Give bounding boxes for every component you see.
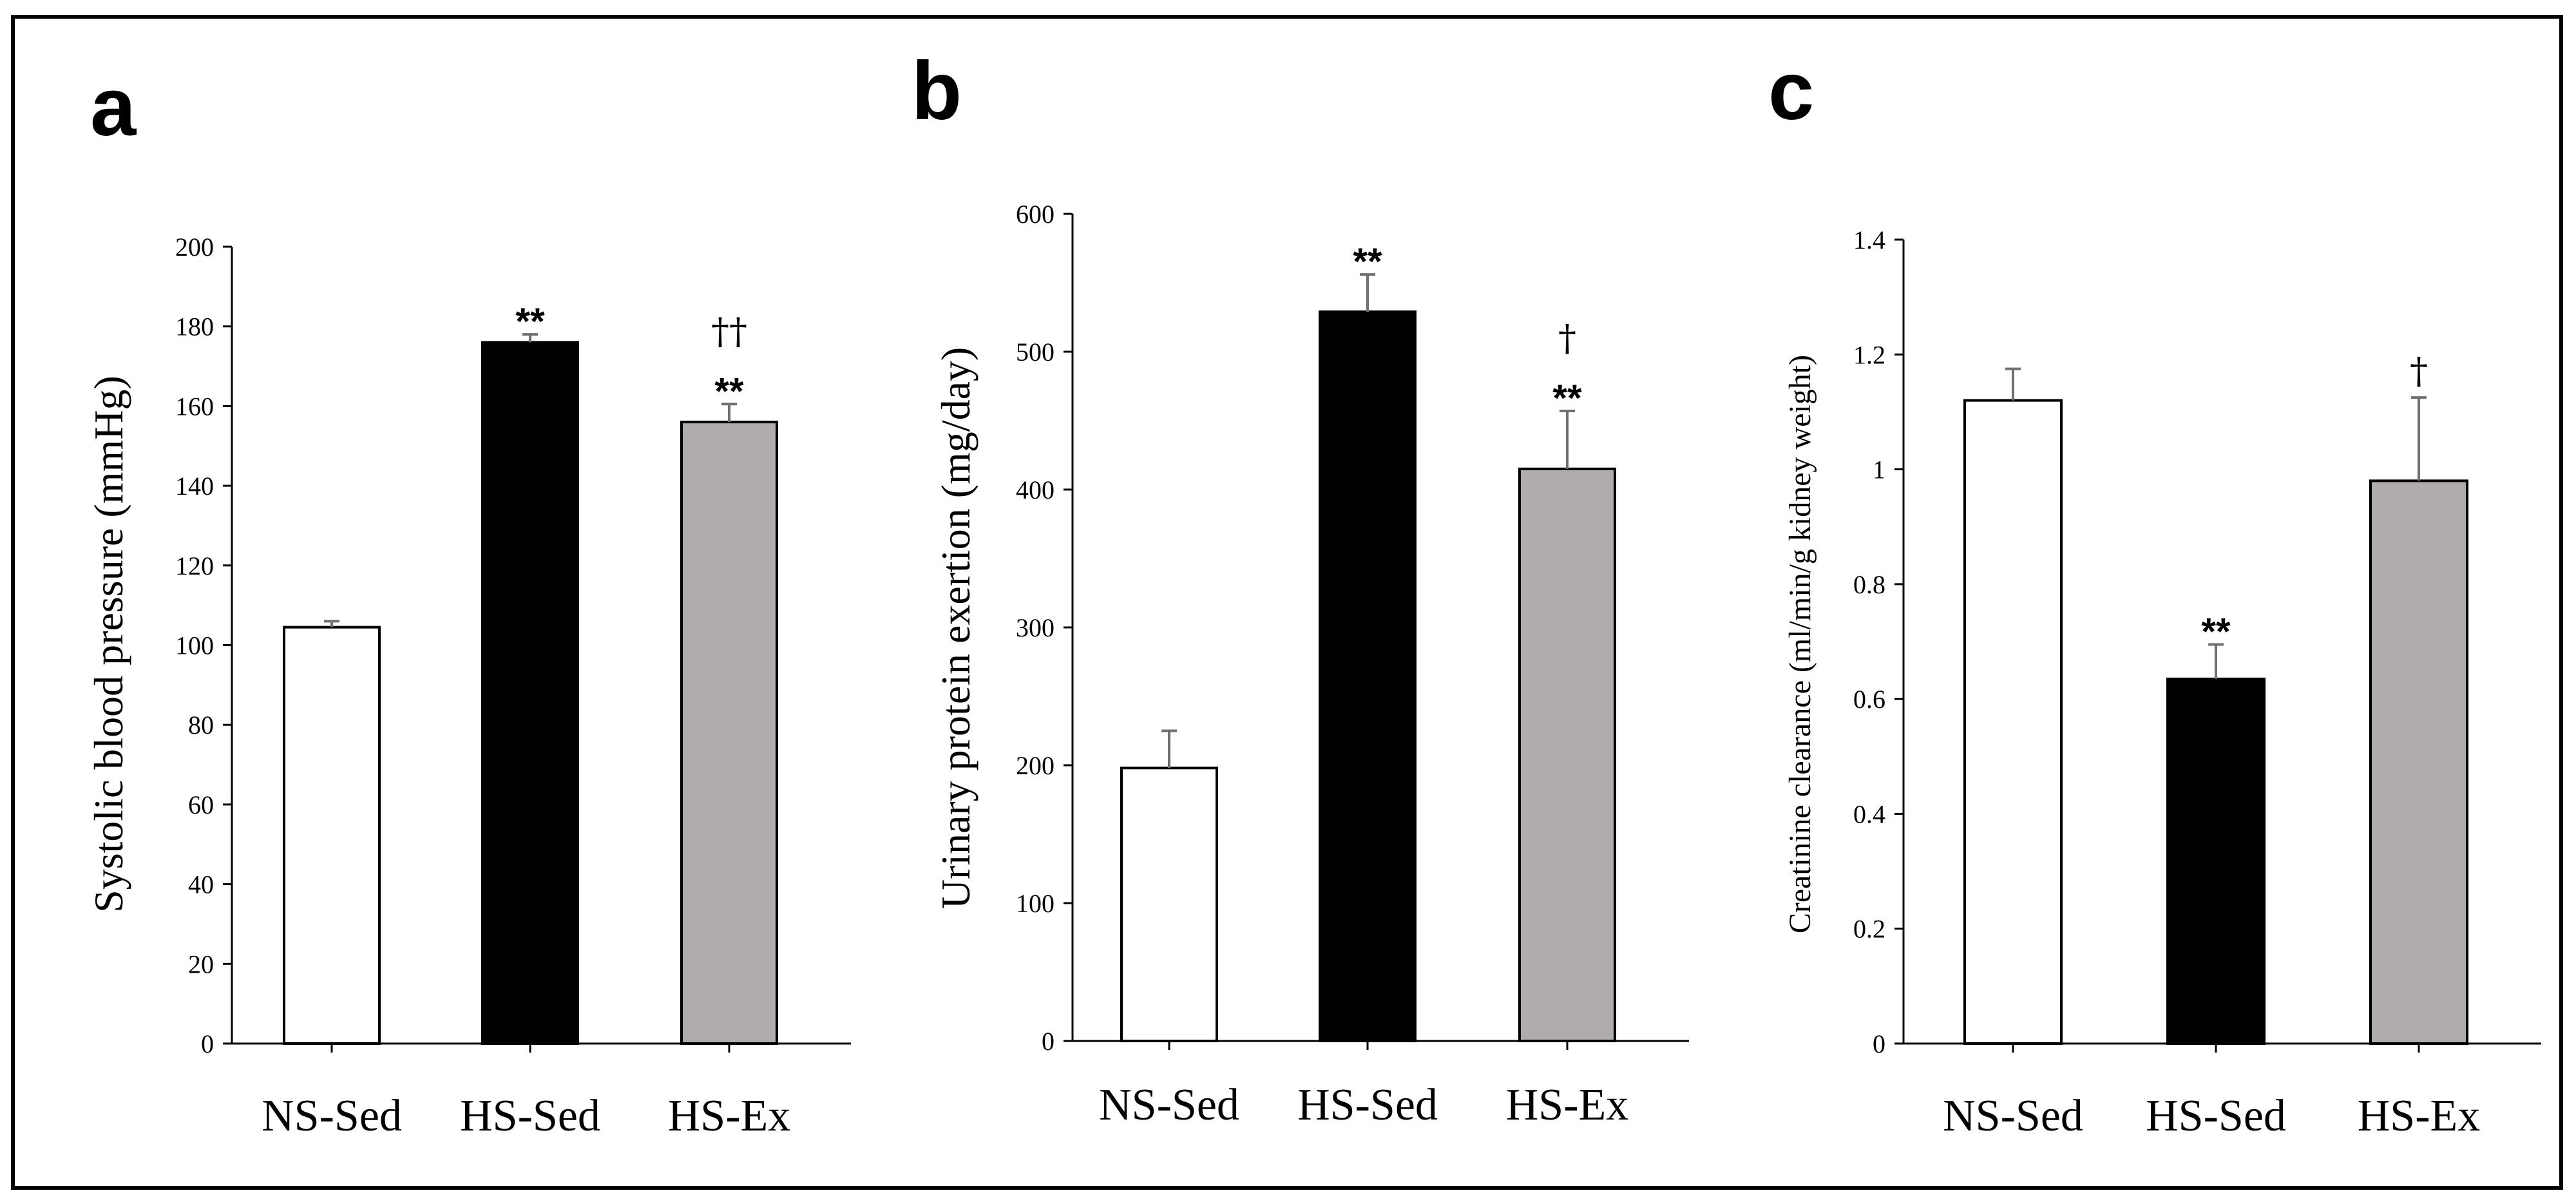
category-label: HS-Ex: [1506, 1080, 1629, 1130]
y-tick-label: 120: [175, 551, 214, 580]
y-tick-label: 0: [201, 1029, 214, 1058]
y-tick-label: 0: [1873, 1029, 1885, 1058]
significance-dagger: ††: [711, 310, 747, 352]
y-tick-label: 100: [175, 631, 214, 660]
panel-c: c Creatinine clearance (ml/min/g kidney w…: [1768, 45, 2541, 1141]
panel-letter: a: [90, 61, 137, 153]
category-label: HS-Sed: [460, 1091, 600, 1141]
category-label: HS-Sed: [1297, 1080, 1438, 1130]
y-tick-label: 500: [1016, 338, 1054, 367]
significance-asterisks: **: [714, 370, 744, 412]
y-axis-label: Urinary protein exertion (mg/day): [933, 347, 978, 910]
bar-hs-sed: [2166, 677, 2266, 1045]
category-label: NS-Sed: [1099, 1080, 1239, 1130]
bar-hs-ex: [2369, 479, 2468, 1045]
y-tick-label: 600: [1016, 200, 1054, 229]
significance-asterisks: **: [1552, 377, 1582, 419]
bar-ns-sed: [1963, 399, 2063, 1045]
y-tick-label: 0.6: [1853, 685, 1885, 714]
y-tick-label: 80: [188, 711, 214, 739]
y-axis-label: Systolic blood pressure (mmHg): [86, 376, 131, 913]
panel-a: a Systolic blood pressure (mmHg) 0 20 40 60 80…: [86, 61, 851, 1141]
panel-letter: c: [1768, 45, 1814, 137]
bar-hs-sed: [481, 341, 579, 1045]
panel-letter: b: [911, 45, 962, 137]
category-label: NS-Sed: [1943, 1091, 2083, 1141]
y-tick-label: 140: [175, 472, 214, 501]
y-tick-label: 200: [175, 233, 214, 262]
y-tick-label: 0: [1042, 1027, 1054, 1056]
significance-dagger: †: [2410, 350, 2428, 392]
category-label: HS-Ex: [2358, 1091, 2481, 1141]
y-tick-label: 400: [1016, 475, 1054, 504]
y-tick-label: 100: [1016, 889, 1054, 918]
y-tick-label: 0.2: [1853, 915, 1885, 944]
significance-asterisks: **: [2201, 611, 2231, 653]
y-tick-label: 1.4: [1853, 225, 1885, 254]
category-label: HS-Sed: [2146, 1091, 2286, 1141]
significance-asterisks: **: [1353, 241, 1382, 283]
bar-ns-sed: [283, 625, 381, 1045]
y-tick-label: 300: [1016, 613, 1054, 642]
bar-hs-ex: [1518, 467, 1616, 1042]
category-label: NS-Sed: [262, 1091, 402, 1141]
bar-hs-sed: [1319, 310, 1417, 1043]
y-tick-label: 0.4: [1853, 799, 1885, 828]
y-tick-label: 40: [188, 870, 214, 899]
y-tick-label: 0.8: [1853, 570, 1885, 599]
y-axis-label: Creatinine clearance (ml/min/g kidney we…: [1783, 355, 1817, 933]
figure-frame: [11, 15, 2563, 1190]
panel-b: b Urinary protein exertion (mg/day) 0 100 20…: [911, 45, 1689, 1130]
y-tick-label: 20: [188, 949, 214, 978]
y-tick-label: 180: [175, 312, 214, 341]
y-tick-label: 60: [188, 790, 214, 819]
significance-dagger: †: [1558, 318, 1576, 359]
significance-asterisks: **: [515, 301, 545, 343]
y-tick-label: 160: [175, 392, 214, 421]
y-tick-label: 1: [1873, 455, 1885, 484]
panels: a Systolic blood pressure (mmHg) 0 20 40 60 80…: [86, 45, 2541, 1141]
y-tick-label: 200: [1016, 751, 1054, 780]
y-tick-label: 1.2: [1853, 340, 1885, 369]
bar-hs-ex: [680, 421, 778, 1045]
bar-ns-sed: [1120, 767, 1218, 1043]
category-label: HS-Ex: [668, 1091, 791, 1141]
